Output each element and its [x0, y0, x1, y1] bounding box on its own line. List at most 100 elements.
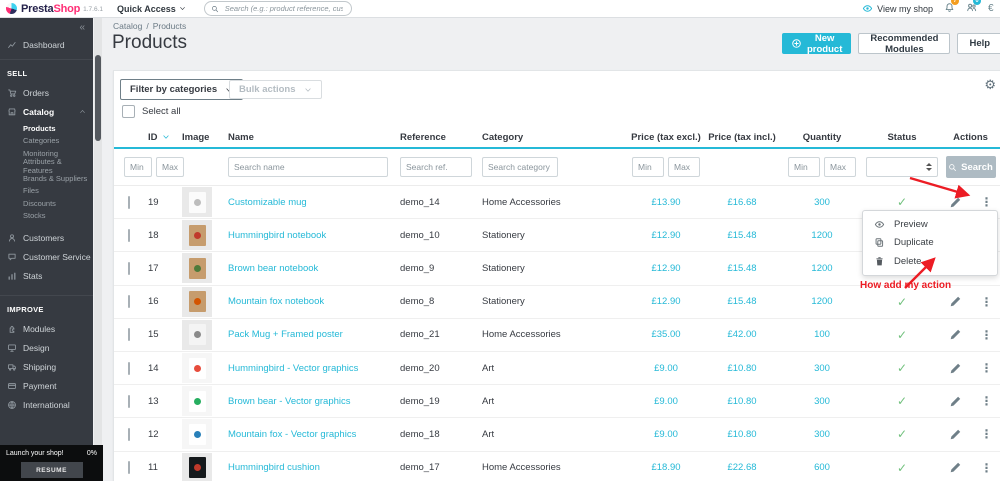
- sidebar-subitem-monitoring[interactable]: Monitoring: [23, 148, 59, 158]
- row-checkbox[interactable]: [128, 427, 130, 441]
- edit-pencil-icon[interactable]: [949, 428, 962, 441]
- edit-pencil-icon[interactable]: [949, 196, 962, 209]
- id-min-input[interactable]: [124, 157, 152, 177]
- sidebar-item-modules[interactable]: Modules: [0, 319, 93, 338]
- sidebar-item-design[interactable]: Design: [0, 338, 93, 357]
- sidebar-subitem-brands-suppliers[interactable]: Brands & Suppliers: [23, 173, 88, 183]
- sidebar-subitem-categories[interactable]: Categories: [23, 136, 60, 146]
- product-thumbnail[interactable]: [182, 253, 212, 284]
- edit-pencil-icon[interactable]: [949, 362, 962, 375]
- kebab-menu-icon[interactable]: ⋮: [980, 361, 993, 376]
- resume-button[interactable]: RESUME: [20, 462, 83, 478]
- kebab-menu-icon[interactable]: ⋮: [980, 394, 993, 409]
- product-thumbnail[interactable]: [182, 386, 212, 417]
- row-checkbox[interactable]: [128, 394, 130, 408]
- sidebar-subitem-files[interactable]: Files: [23, 186, 39, 196]
- product-name-link[interactable]: Mountain fox - Vector graphics: [228, 428, 357, 440]
- row-checkbox[interactable]: [128, 195, 130, 209]
- prestashop-logo[interactable]: PrestaShop 1.7.6.1: [0, 3, 103, 15]
- sort-chevron-down-icon[interactable]: [162, 133, 170, 141]
- product-name-link[interactable]: Hummingbird - Vector graphics: [228, 362, 359, 374]
- global-search[interactable]: [203, 1, 352, 16]
- edit-pencil-icon[interactable]: [949, 395, 962, 408]
- filter-by-categories-button[interactable]: Filter by categories: [120, 79, 244, 100]
- customers-activity-button[interactable]: 0: [966, 0, 981, 18]
- status-enabled-check-icon[interactable]: ✓: [896, 195, 908, 210]
- breadcrumb-catalog[interactable]: Catalog: [113, 21, 143, 31]
- column-header-image[interactable]: Image: [182, 132, 228, 143]
- column-header-actions[interactable]: Actions: [940, 132, 1000, 143]
- product-thumbnail[interactable]: [182, 419, 212, 450]
- column-header-status[interactable]: Status: [887, 132, 916, 143]
- sidebar-item-customer-service[interactable]: Customer Service: [0, 247, 93, 266]
- column-header-name[interactable]: Name: [228, 132, 400, 143]
- status-enabled-check-icon[interactable]: ✓: [896, 460, 908, 475]
- sidebar-item-stats[interactable]: Stats: [0, 266, 93, 285]
- product-thumbnail[interactable]: [182, 187, 212, 218]
- help-button[interactable]: Help: [957, 33, 1000, 54]
- sidebar-item-international[interactable]: International: [0, 395, 93, 414]
- column-header-price-tax-excl-[interactable]: Price (tax excl.): [631, 132, 701, 143]
- kebab-menu-icon[interactable]: ⋮: [980, 327, 993, 342]
- recommended-modules-button[interactable]: Recommended Modules: [858, 33, 951, 55]
- status-enabled-check-icon[interactable]: ✓: [896, 361, 908, 376]
- menu-item-delete[interactable]: Delete: [863, 252, 997, 271]
- sidebar-collapse-button[interactable]: «: [79, 22, 85, 33]
- sidebar-item-shipping[interactable]: Shipping: [0, 357, 93, 376]
- sidebar-subitem-discounts[interactable]: Discounts: [23, 198, 56, 208]
- product-thumbnail[interactable]: [182, 353, 212, 384]
- status-filter-select[interactable]: [866, 157, 938, 177]
- status-enabled-check-icon[interactable]: ✓: [896, 294, 908, 309]
- price-max-input[interactable]: [668, 157, 700, 177]
- kebab-menu-icon[interactable]: ⋮: [980, 460, 993, 475]
- sidebar-item-customers[interactable]: Customers: [0, 228, 93, 247]
- name-filter-input[interactable]: [228, 157, 388, 177]
- sidebar-subitem-products[interactable]: Products: [23, 123, 56, 133]
- gear-icon[interactable]: ⚙: [984, 77, 996, 92]
- menu-item-duplicate[interactable]: Duplicate: [863, 234, 997, 253]
- product-name-link[interactable]: Pack Mug + Framed poster: [228, 329, 343, 341]
- menu-item-preview[interactable]: Preview: [863, 215, 997, 234]
- row-checkbox[interactable]: [128, 228, 130, 242]
- product-name-link[interactable]: Brown bear notebook: [228, 262, 319, 274]
- quick-access-menu[interactable]: Quick Access: [117, 4, 186, 14]
- currency-icon[interactable]: €: [988, 3, 994, 14]
- price-min-input[interactable]: [632, 157, 664, 177]
- reference-filter-input[interactable]: [400, 157, 472, 177]
- status-enabled-check-icon[interactable]: ✓: [896, 427, 908, 442]
- select-all-checkbox[interactable]: [122, 105, 135, 118]
- product-name-link[interactable]: Brown bear - Vector graphics: [228, 395, 351, 407]
- bulk-actions-button[interactable]: Bulk actions: [229, 80, 322, 99]
- row-checkbox[interactable]: [128, 261, 130, 275]
- sidebar-scrollbar-thumb[interactable]: [95, 55, 101, 141]
- column-header-price-tax-incl-[interactable]: Price (tax incl.): [708, 132, 776, 143]
- quantity-max-input[interactable]: [824, 157, 856, 177]
- product-thumbnail[interactable]: [182, 286, 212, 317]
- view-my-shop-link[interactable]: View my shop: [862, 3, 933, 14]
- edit-pencil-icon[interactable]: [949, 461, 962, 474]
- sidebar-subitem-stocks[interactable]: Stocks: [23, 211, 46, 221]
- row-checkbox[interactable]: [128, 361, 130, 375]
- column-header-reference[interactable]: Reference: [400, 132, 482, 143]
- notifications-button[interactable]: 7: [944, 0, 959, 18]
- kebab-menu-icon[interactable]: ⋮: [980, 294, 993, 309]
- id-max-input[interactable]: [156, 157, 184, 177]
- edit-pencil-icon[interactable]: [949, 295, 962, 308]
- status-enabled-check-icon[interactable]: ✓: [896, 327, 908, 342]
- product-name-link[interactable]: Hummingbird cushion: [228, 462, 320, 474]
- sidebar-scrollbar[interactable]: [94, 17, 102, 481]
- global-search-input[interactable]: [222, 3, 345, 14]
- product-name-link[interactable]: Hummingbird notebook: [228, 229, 327, 241]
- column-header-quantity[interactable]: Quantity: [803, 132, 842, 143]
- row-checkbox[interactable]: [128, 461, 130, 475]
- quantity-min-input[interactable]: [788, 157, 820, 177]
- product-thumbnail[interactable]: [182, 220, 212, 251]
- edit-pencil-icon[interactable]: [949, 328, 962, 341]
- sidebar-item-dashboard[interactable]: Dashboard: [0, 35, 93, 54]
- product-name-link[interactable]: Customizable mug: [228, 196, 307, 208]
- sidebar-item-catalog[interactable]: Catalog: [0, 102, 93, 121]
- row-checkbox[interactable]: [128, 328, 130, 342]
- column-header-id[interactable]: ID: [148, 132, 182, 143]
- kebab-menu-icon[interactable]: ⋮: [980, 195, 993, 210]
- product-thumbnail[interactable]: [182, 452, 212, 481]
